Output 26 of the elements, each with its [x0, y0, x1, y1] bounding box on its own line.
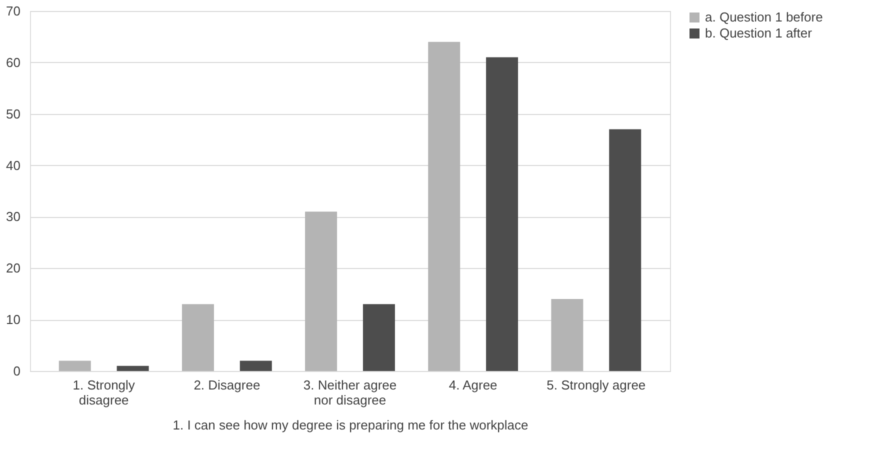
- bar: [305, 212, 338, 371]
- x-tick-label: 2. Disagree: [194, 378, 260, 392]
- legend-label: a. Question 1 before: [705, 10, 823, 24]
- y-tick-label: 20: [6, 260, 20, 276]
- y-tick-label: 70: [6, 4, 20, 18]
- bar: [362, 304, 395, 371]
- bar: [182, 304, 214, 371]
- x-tick-label: 1. Strongly disagree: [72, 378, 136, 408]
- legend-label: b. Question 1 after: [705, 26, 813, 40]
- y-tick-label: 30: [6, 209, 20, 224]
- y-tick-label: 0: [13, 364, 20, 378]
- bar: [116, 366, 149, 371]
- x-tick-label: 5. Strongly agree: [546, 378, 646, 392]
- x-tick-label: 3. Neither agree nor disagree: [303, 378, 397, 408]
- bar: [551, 299, 584, 371]
- y-tick-label: 50: [6, 106, 20, 122]
- bar: [609, 129, 642, 371]
- bar: [240, 360, 272, 371]
- bar: [58, 360, 91, 371]
- x-tick-label: 4. Agree: [448, 378, 498, 392]
- y-tick-label: 40: [6, 158, 20, 173]
- y-tick-label: 10: [6, 312, 20, 328]
- y-tick-label: 60: [6, 54, 20, 70]
- bar: [486, 57, 518, 371]
- x-axis-title: 1. I can see how my degree is preparing me for the workplace: [172, 418, 528, 432]
- bar: [428, 42, 460, 371]
